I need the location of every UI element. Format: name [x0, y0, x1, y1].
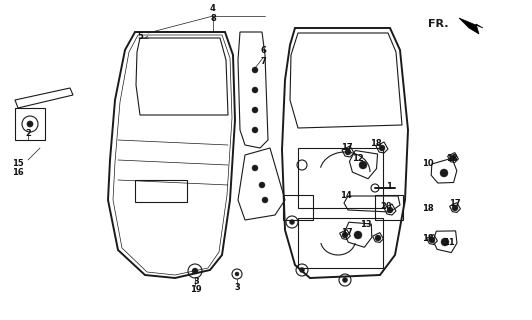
Circle shape: [252, 107, 258, 113]
Text: FR.: FR.: [428, 19, 449, 29]
Text: 5: 5: [137, 31, 143, 41]
Circle shape: [252, 87, 258, 93]
Text: 12: 12: [352, 154, 364, 163]
Circle shape: [387, 207, 393, 213]
Circle shape: [235, 272, 239, 276]
Text: 8: 8: [210, 13, 216, 22]
Circle shape: [262, 197, 268, 203]
Text: 13: 13: [360, 220, 372, 228]
Text: 17: 17: [449, 198, 461, 207]
Circle shape: [252, 127, 258, 133]
Circle shape: [252, 67, 258, 73]
Bar: [135, 180, 187, 202]
Bar: [283, 195, 313, 220]
Circle shape: [359, 161, 367, 169]
Text: 3: 3: [234, 283, 240, 292]
Circle shape: [429, 237, 435, 243]
Bar: [375, 195, 403, 220]
Circle shape: [342, 232, 348, 238]
Text: 15: 15: [12, 158, 24, 167]
Circle shape: [252, 165, 258, 171]
Circle shape: [259, 182, 265, 188]
Text: 17: 17: [341, 142, 353, 151]
Text: 6: 6: [260, 45, 266, 54]
Circle shape: [354, 231, 362, 239]
Text: 7: 7: [260, 57, 266, 66]
Circle shape: [27, 121, 33, 127]
Text: 18: 18: [370, 139, 382, 148]
Text: 16: 16: [12, 167, 24, 177]
Text: 11: 11: [443, 237, 455, 246]
Polygon shape: [459, 18, 483, 34]
Circle shape: [441, 238, 449, 246]
Text: 3: 3: [193, 276, 199, 285]
Circle shape: [375, 235, 381, 241]
Circle shape: [379, 145, 385, 151]
Circle shape: [440, 169, 448, 177]
Circle shape: [300, 268, 304, 273]
Text: 20: 20: [380, 202, 392, 211]
Text: 17: 17: [341, 228, 353, 236]
Text: 1: 1: [386, 181, 392, 190]
Circle shape: [450, 155, 456, 161]
Circle shape: [452, 205, 458, 211]
Circle shape: [192, 268, 198, 274]
Circle shape: [345, 149, 351, 155]
Circle shape: [289, 220, 295, 225]
Bar: [298, 218, 383, 268]
Text: 4: 4: [210, 4, 216, 12]
Text: 18: 18: [422, 234, 434, 243]
Text: 18: 18: [446, 154, 458, 163]
Text: 19: 19: [190, 285, 202, 294]
Text: 18: 18: [422, 204, 434, 212]
Circle shape: [343, 277, 347, 283]
Text: 14: 14: [340, 190, 352, 199]
Text: 10: 10: [422, 158, 434, 167]
Text: 2: 2: [25, 129, 31, 138]
Bar: [298, 148, 383, 208]
